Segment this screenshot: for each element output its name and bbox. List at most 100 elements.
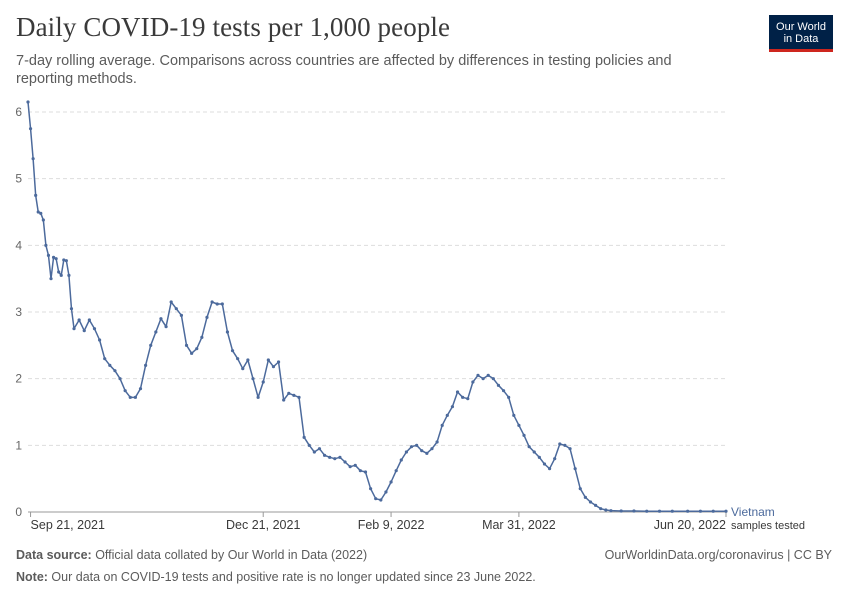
data-point[interactable]	[563, 443, 567, 447]
data-point[interactable]	[28, 127, 33, 131]
data-point[interactable]	[353, 463, 357, 467]
data-point[interactable]	[632, 509, 636, 513]
data-point[interactable]	[583, 495, 587, 499]
data-point[interactable]	[307, 443, 311, 447]
data-point[interactable]	[57, 270, 61, 274]
data-point[interactable]	[292, 393, 296, 397]
data-point[interactable]	[537, 455, 541, 459]
data-point[interactable]	[236, 357, 240, 361]
data-point[interactable]	[609, 509, 613, 513]
data-point[interactable]	[322, 453, 327, 457]
data-point[interactable]	[594, 503, 598, 507]
data-point[interactable]	[312, 450, 316, 454]
data-point[interactable]	[103, 357, 107, 361]
data-point[interactable]	[476, 373, 480, 377]
data-point[interactable]	[133, 395, 137, 399]
data-point[interactable]	[87, 318, 91, 322]
data-point[interactable]	[123, 389, 127, 393]
data-point[interactable]	[41, 218, 45, 222]
data-point[interactable]	[230, 349, 235, 353]
data-point[interactable]	[69, 307, 74, 311]
data-point[interactable]	[568, 447, 572, 451]
data-point[interactable]	[698, 509, 703, 513]
data-point[interactable]	[363, 470, 368, 474]
data-point[interactable]	[164, 325, 168, 329]
data-point[interactable]	[399, 458, 403, 462]
data-point[interactable]	[36, 210, 40, 214]
data-point[interactable]	[190, 351, 194, 355]
data-point[interactable]	[26, 100, 30, 104]
data-point[interactable]	[645, 509, 649, 513]
series-line[interactable]	[27, 101, 726, 512]
data-point[interactable]	[588, 500, 593, 504]
data-point[interactable]	[435, 440, 439, 444]
data-point[interactable]	[425, 451, 429, 455]
data-point[interactable]	[409, 445, 414, 449]
data-point[interactable]	[440, 423, 444, 427]
data-point[interactable]	[599, 507, 603, 511]
data-point[interactable]	[62, 258, 66, 262]
data-point[interactable]	[276, 360, 281, 364]
data-point[interactable]	[527, 445, 531, 449]
data-point[interactable]	[338, 455, 342, 459]
data-point[interactable]	[328, 455, 332, 459]
data-point[interactable]	[348, 465, 352, 469]
data-point[interactable]	[113, 369, 117, 373]
data-point[interactable]	[195, 347, 199, 351]
data-point[interactable]	[256, 395, 260, 399]
data-point[interactable]	[72, 327, 76, 331]
data-point[interactable]	[420, 449, 424, 453]
data-point[interactable]	[225, 330, 230, 334]
data-point[interactable]	[532, 450, 536, 454]
data-point[interactable]	[297, 395, 301, 399]
data-point[interactable]	[404, 450, 408, 454]
data-point[interactable]	[455, 390, 460, 394]
data-point[interactable]	[64, 259, 68, 263]
data-point[interactable]	[210, 300, 214, 304]
data-point[interactable]	[44, 243, 48, 247]
data-point[interactable]	[200, 335, 204, 339]
data-point[interactable]	[619, 509, 623, 513]
data-point[interactable]	[97, 338, 102, 342]
data-point[interactable]	[54, 257, 58, 261]
data-point[interactable]	[51, 255, 56, 259]
data-point[interactable]	[501, 389, 506, 393]
data-point[interactable]	[604, 508, 608, 512]
data-point[interactable]	[491, 377, 495, 381]
data-point[interactable]	[517, 423, 521, 427]
data-point[interactable]	[82, 329, 86, 333]
data-point[interactable]	[496, 383, 501, 387]
data-point[interactable]	[724, 509, 728, 513]
data-point[interactable]	[507, 395, 511, 399]
data-point[interactable]	[522, 433, 526, 437]
data-point[interactable]	[558, 442, 562, 446]
data-point[interactable]	[77, 318, 81, 322]
data-point[interactable]	[481, 377, 485, 381]
data-point[interactable]	[154, 330, 158, 334]
data-point[interactable]	[31, 157, 35, 161]
data-point[interactable]	[287, 391, 291, 395]
data-point[interactable]	[389, 480, 393, 484]
data-point[interactable]	[67, 273, 71, 277]
owid-logo[interactable]: Our World in Data	[769, 15, 833, 52]
data-point[interactable]	[144, 363, 148, 367]
data-point[interactable]	[34, 193, 38, 197]
data-point[interactable]	[39, 211, 43, 215]
data-point[interactable]	[343, 460, 347, 464]
data-point[interactable]	[215, 302, 219, 306]
data-point[interactable]	[317, 447, 322, 451]
data-point[interactable]	[358, 469, 362, 473]
data-point[interactable]	[92, 327, 97, 331]
data-point[interactable]	[271, 365, 276, 369]
data-point[interactable]	[670, 509, 674, 513]
data-point[interactable]	[118, 377, 122, 381]
data-point[interactable]	[246, 358, 250, 362]
data-point[interactable]	[174, 307, 178, 311]
data-point[interactable]	[430, 447, 434, 451]
data-point[interactable]	[261, 380, 265, 384]
data-point[interactable]	[686, 509, 690, 513]
data-point[interactable]	[578, 487, 582, 491]
data-point[interactable]	[46, 253, 51, 257]
data-point[interactable]	[149, 343, 153, 347]
data-point[interactable]	[394, 469, 398, 473]
